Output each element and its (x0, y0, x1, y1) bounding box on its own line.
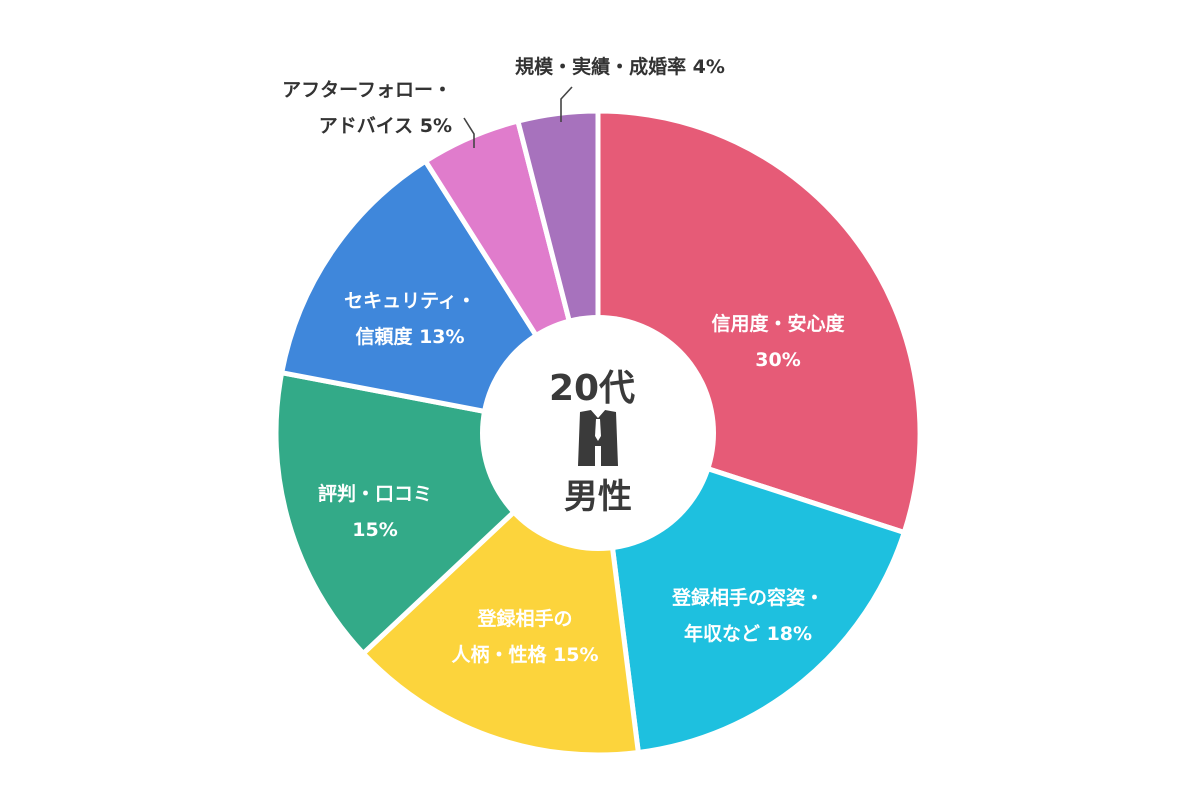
slice-label: 登録相手の人柄・性格 15% (451, 607, 598, 666)
slice-label-line: 信用度・安心度 (711, 312, 845, 335)
slice-label: 評判・口コミ 15% (318, 482, 432, 541)
slice-label: 信用度・安心度 30% (711, 312, 845, 371)
slice-label: 規模・実績・成婚率 4% (515, 55, 725, 78)
slice-label-line: セキュリティ・ (344, 290, 476, 312)
slice-label: 登録相手の容姿・年収など 18% (671, 586, 824, 645)
slice-label-line: 信頼度 13% (355, 325, 464, 348)
slice-label-line: 評判・口コミ (318, 482, 432, 505)
slice-label-line: 登録相手の容姿・ (671, 586, 824, 609)
center-bottom-label: 男性 (564, 477, 632, 517)
slice-label-line: 年収など 18% (684, 622, 812, 645)
slice-label: セキュリティ・信頼度 13% (344, 290, 476, 348)
slice-label-line: 15% (352, 519, 397, 541)
slice-label: アフターフォロー・アドバイス 5% (282, 79, 452, 137)
center-top-label: 20代 (549, 368, 635, 409)
slice-label-line: 登録相手の (476, 607, 572, 630)
slice-label-line: アフターフォロー・ (282, 79, 452, 101)
slice-label-line: 規模・実績・成婚率 4% (515, 55, 725, 78)
slice-label-line: アドバイス 5% (319, 115, 452, 137)
slice-label-line: 30% (755, 349, 800, 371)
leader-line (560, 86, 573, 122)
leader-line (463, 117, 475, 148)
slice-label-line: 人柄・性格 15% (451, 643, 598, 666)
suit-icon (578, 409, 618, 466)
slice-labels: 信用度・安心度 30% 登録相手の容姿・年収など 18% 登録相手の人柄・性格 15%… (282, 55, 845, 666)
